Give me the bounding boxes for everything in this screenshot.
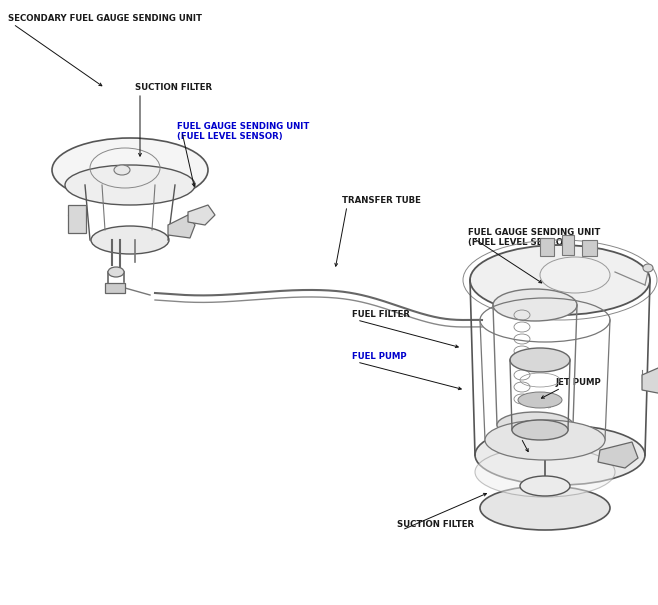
Polygon shape [598, 442, 638, 468]
Ellipse shape [493, 289, 577, 321]
Text: FUEL PUMP: FUEL PUMP [352, 352, 407, 361]
Ellipse shape [520, 476, 570, 496]
Polygon shape [168, 215, 195, 238]
Polygon shape [642, 365, 658, 395]
Ellipse shape [480, 486, 610, 530]
Text: SUCTION FILTER: SUCTION FILTER [397, 520, 474, 529]
Ellipse shape [65, 165, 195, 205]
Bar [562, 235, 574, 255]
Text: FUEL GAUGE SENDING UNIT
(FUEL LEVEL SENSOR): FUEL GAUGE SENDING UNIT (FUEL LEVEL SENS… [468, 228, 600, 247]
Text: SUCTION FILTER: SUCTION FILTER [135, 83, 212, 92]
Ellipse shape [518, 392, 562, 408]
Ellipse shape [91, 226, 169, 254]
Ellipse shape [497, 412, 573, 438]
Text: TRANSFER TUBE: TRANSFER TUBE [342, 196, 421, 205]
Text: FUEL GAUGE SENDING UNIT
(FUEL LEVEL SENSOR): FUEL GAUGE SENDING UNIT (FUEL LEVEL SENS… [177, 122, 309, 142]
Ellipse shape [52, 138, 208, 202]
Ellipse shape [475, 425, 645, 485]
Ellipse shape [470, 245, 650, 315]
Ellipse shape [643, 264, 653, 272]
Bar [68, 205, 86, 233]
Ellipse shape [485, 420, 605, 460]
Bar [540, 238, 554, 256]
Bar [582, 240, 597, 256]
Ellipse shape [475, 447, 615, 497]
Text: SECONDARY FUEL GAUGE SENDING UNIT: SECONDARY FUEL GAUGE SENDING UNIT [8, 14, 202, 23]
Text: JET PUMP: JET PUMP [556, 378, 602, 387]
Bar [105, 283, 125, 293]
Ellipse shape [512, 420, 568, 440]
Ellipse shape [510, 348, 570, 372]
Ellipse shape [108, 267, 124, 277]
Text: FUEL FILTER: FUEL FILTER [352, 310, 410, 319]
Ellipse shape [114, 165, 130, 175]
Text: FUEL PRESSURE
REGULATOR: FUEL PRESSURE REGULATOR [516, 428, 593, 448]
Polygon shape [188, 205, 215, 225]
